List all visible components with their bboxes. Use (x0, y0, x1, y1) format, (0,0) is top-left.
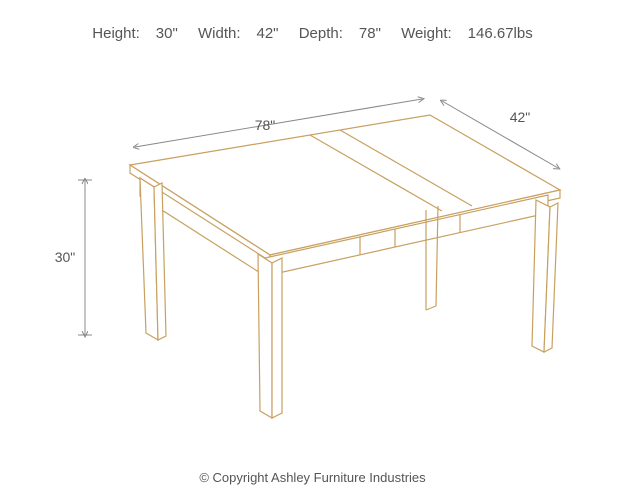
height-value: 30" (156, 25, 178, 42)
width-value: 42" (257, 25, 279, 42)
depth-label: Depth: (299, 25, 343, 42)
spec-line: Height: 30" Width: 42" Depth: 78" Weight: 14… (0, 25, 625, 42)
dim-depth-label: 78" (255, 117, 276, 133)
width-label: Width: (198, 25, 241, 42)
dim-height-label: 30" (55, 249, 76, 265)
copyright: © Copyright Ashley Furniture Industries (0, 470, 625, 485)
dim-width-label: 42" (510, 109, 531, 125)
height-label: Height: (92, 25, 140, 42)
table-diagram: 78" 42" 30" (0, 0, 625, 500)
weight-label: Weight: (401, 25, 452, 42)
dim-height: 30" (55, 180, 92, 335)
weight-value: 146.67lbs (468, 25, 533, 42)
depth-value: 78" (359, 25, 381, 42)
